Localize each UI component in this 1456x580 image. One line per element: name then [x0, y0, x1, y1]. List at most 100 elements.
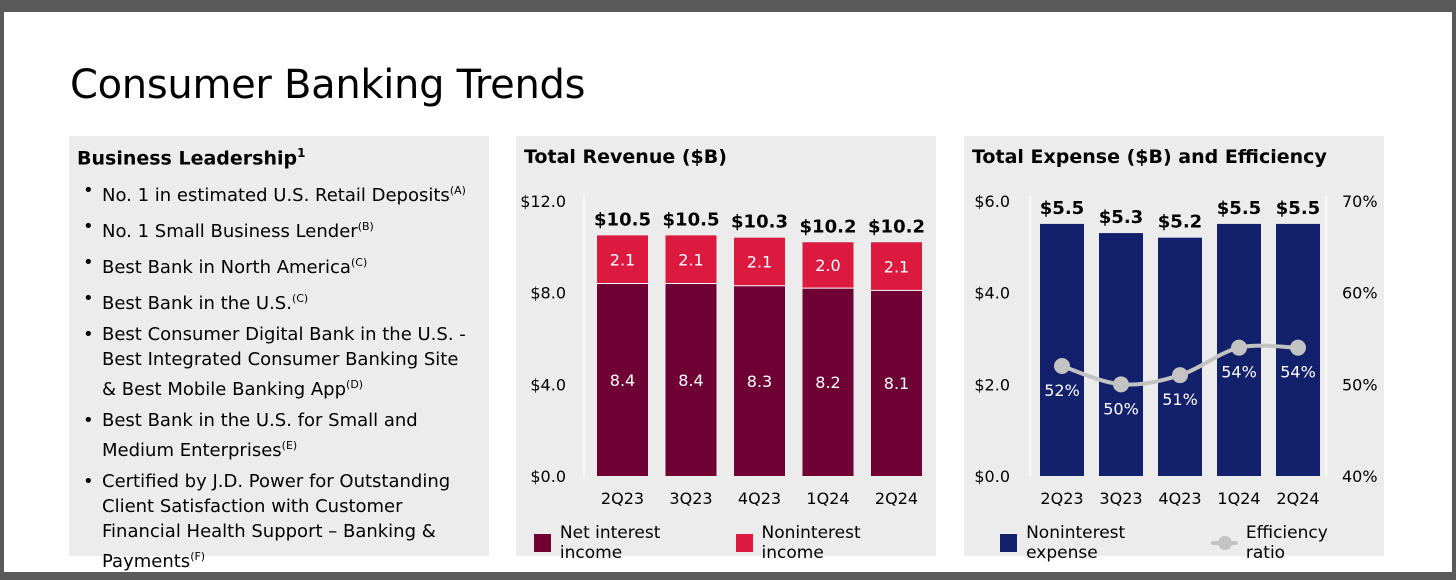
- x-tick-label: 2Q24: [875, 489, 918, 508]
- efficiency-ratio-label: 54%: [1280, 363, 1316, 382]
- bar-total-label: $10.5: [663, 209, 720, 230]
- efficiency-ratio-label: 51%: [1162, 390, 1198, 409]
- bar-noninterest-expense: [1158, 237, 1202, 476]
- list-item: Best Bank in North America(C): [77, 250, 477, 280]
- bar-value-label: 2.1: [678, 250, 703, 269]
- bar-noninterest-income: [734, 237, 785, 286]
- list-item-footnote: (C): [291, 292, 309, 305]
- y-tick-label: $4.0: [974, 284, 1010, 303]
- y2-tick-label: 60%: [1342, 284, 1378, 303]
- efficiency-ratio-label: 50%: [1103, 399, 1139, 418]
- x-tick-label: 2Q23: [1040, 489, 1083, 508]
- bar-value-label: 2.0: [815, 256, 840, 275]
- x-tick-label: 1Q24: [806, 489, 849, 508]
- legend-swatch-noninterest-income: [735, 534, 753, 552]
- bar-noninterest-expense: [1099, 233, 1143, 476]
- bar-value-label: $5.3: [1099, 207, 1143, 228]
- list-item: No. 1 in estimated U.S. Retail Deposits(…: [77, 178, 477, 208]
- bar-total-label: $10.2: [868, 216, 925, 237]
- y-tick-label: $0.0: [974, 467, 1010, 486]
- revenue-legend: Net interest income Noninterest income: [534, 523, 936, 563]
- y2-tick-label: 50%: [1342, 375, 1378, 394]
- list-item-text: Best Consumer Digital Bank in the U.S. -…: [102, 324, 466, 400]
- list-item-footnote: (A): [449, 184, 466, 197]
- bar-total-label: $10.3: [731, 212, 788, 233]
- list-item-text: Best Bank in the U.S.: [102, 293, 292, 314]
- bar-value-label: 8.4: [678, 371, 703, 390]
- list-item-footnote: (D): [346, 378, 364, 391]
- bar-net-interest: [871, 290, 922, 476]
- bar-total-label: $10.5: [594, 209, 651, 230]
- legend-item-noninterest-income: Noninterest income: [735, 523, 918, 563]
- y-tick-label: $6.0: [974, 192, 1010, 211]
- list-item-text: Best Bank in North America: [102, 257, 351, 278]
- list-item-footnote: (B): [357, 220, 374, 233]
- business-leadership-panel: Business Leadership1 No. 1 in estimated …: [69, 136, 489, 572]
- list-item-text: Certified by J.D. Power for Outstanding …: [102, 471, 451, 572]
- list-item-footnote: (E): [281, 439, 298, 452]
- bar-value-label: $5.5: [1276, 198, 1320, 219]
- y2-tick-label: 70%: [1342, 192, 1378, 211]
- bar-noninterest-income: [597, 235, 648, 284]
- leadership-title: Business Leadership1: [77, 146, 305, 169]
- leadership-title-footnote: 1: [297, 146, 306, 160]
- y-tick-label: $4.0: [530, 375, 566, 394]
- list-item: Best Consumer Digital Bank in the U.S. -…: [77, 322, 477, 402]
- efficiency-ratio-point: [1172, 367, 1188, 384]
- x-tick-label: 3Q23: [669, 489, 712, 508]
- bar-net-interest: [597, 283, 648, 476]
- list-item: Best Bank in the U.S. for Small and Medi…: [77, 408, 477, 463]
- total-expense-panel: Total Expense ($B) and Efficiency $0.0 $2…: [964, 136, 1384, 563]
- page-title: Consumer Banking Trends: [70, 62, 586, 108]
- list-item-text: No. 1 Small Business Lender: [102, 221, 358, 242]
- y-tick-label: $2.0: [974, 375, 1010, 394]
- legend-label-efficiency-ratio: Efficiency ratio: [1245, 523, 1328, 563]
- bar-value-label: 2.1: [610, 250, 635, 269]
- bar-noninterest-income: [665, 235, 717, 284]
- list-item-footnote: (C): [350, 256, 368, 269]
- legend-swatch-efficiency-ratio: [1211, 534, 1238, 552]
- leadership-list: No. 1 in estimated U.S. Retail Deposits(…: [77, 178, 477, 580]
- list-item-footnote: (F): [190, 550, 206, 563]
- legend-item-efficiency-ratio: Efficiency ratio: [1211, 523, 1366, 563]
- bar-total-label: $10.2: [800, 216, 857, 237]
- bar-value-label: 8.4: [610, 371, 635, 390]
- legend-item-net-interest: Net interest income: [534, 523, 718, 563]
- legend-swatch-noninterest-expense: [1000, 534, 1018, 552]
- bar-value-label: 2.1: [747, 253, 772, 272]
- legend-swatch-net-interest: [534, 534, 551, 552]
- bar-net-interest: [665, 283, 717, 476]
- revenue-chart: $0.0 $4.0 $8.0 $12.0 8.4 2.1 $10.5 2Q23 8.4 2.1 $1…: [520, 192, 925, 508]
- expense-chart-title: Total Expense ($B) and Efficiency: [972, 146, 1327, 168]
- leadership-title-text: Business Leadership: [77, 147, 298, 170]
- legend-item-noninterest-expense: Noninterest expense: [1000, 523, 1193, 563]
- list-item: No. 1 Small Business Lender(B): [77, 214, 477, 244]
- y-tick-label: $12.0: [520, 192, 566, 211]
- x-tick-label: 1Q24: [1217, 489, 1260, 508]
- bar-value-label: 8.2: [815, 373, 840, 392]
- slide-page: Consumer Banking Trends Business Leaders…: [4, 12, 1452, 572]
- list-item: Best Bank in the U.S.(C): [77, 286, 477, 316]
- legend-label-noninterest-expense: Noninterest expense: [1026, 523, 1126, 563]
- bar-value-label: 8.1: [884, 374, 909, 393]
- efficiency-ratio-point: [1113, 376, 1129, 393]
- expense-chart: $0.0 $2.0 $4.0 $6.0 40% 50% 60% 70% $5.5 2Q23 $5.3…: [974, 192, 1378, 508]
- bar-value-label: 2.1: [884, 257, 909, 276]
- legend-label-noninterest-income: Noninterest income: [761, 523, 861, 563]
- list-item-text: No. 1 in estimated U.S. Retail Deposits: [102, 185, 450, 206]
- legend-label-net-interest: Net interest income: [559, 523, 661, 563]
- x-tick-label: 3Q23: [1099, 489, 1142, 508]
- x-tick-label: 2Q24: [1276, 489, 1319, 508]
- bar-value-label: $5.5: [1217, 198, 1261, 219]
- total-revenue-panel: Total Revenue ($B) $0.0 $4.0 $8.0 $12.0 8.4 2…: [516, 136, 936, 563]
- bar-noninterest-income: [802, 242, 854, 289]
- efficiency-ratio-point: [1231, 339, 1247, 356]
- revenue-chart-title: Total Revenue ($B): [524, 146, 727, 168]
- y-tick-label: $8.0: [530, 284, 566, 303]
- efficiency-ratio-label: 54%: [1221, 363, 1257, 382]
- x-tick-label: 4Q23: [738, 489, 781, 508]
- bar-value-label: 8.3: [747, 372, 772, 391]
- x-tick-label: 4Q23: [1158, 489, 1201, 508]
- bar-net-interest: [802, 288, 854, 476]
- bar-noninterest-expense: [1040, 223, 1084, 476]
